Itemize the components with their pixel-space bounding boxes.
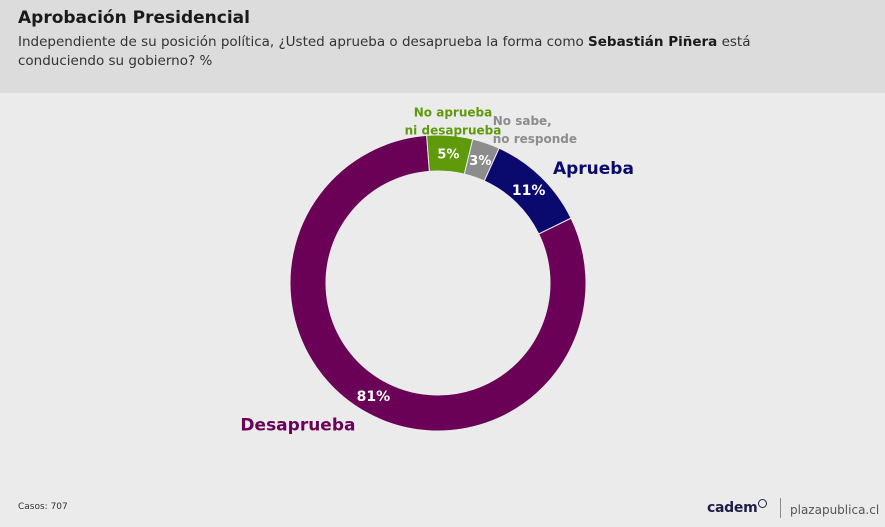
category-label-no-sabe-no-responde: No sabe, no responde (493, 114, 577, 146)
subtitle-highlight: Sebastián Piñera (588, 34, 718, 50)
category-label-aprueba: Aprueba (553, 159, 634, 179)
header-band (0, 0, 885, 93)
subtitle-text: Independiente de su posición política, ¿… (18, 34, 589, 50)
footer-divider (780, 498, 781, 518)
slice-desaprueba (289, 134, 587, 432)
value-label-aprueba: 11% (512, 183, 546, 199)
plazapublica-logo: plazapublica.cl (790, 503, 880, 517)
cases-count: Casos: 707 (18, 502, 68, 512)
chart-title: Aprobación Presidencial (18, 8, 250, 28)
cadem-logo-ring-icon (758, 499, 767, 508)
chart-subtitle: Independiente de su posición política, ¿… (18, 33, 818, 71)
category-label-desaprueba: Desaprueba (240, 416, 355, 436)
value-label-no-sabe-no-responde: 3% (469, 154, 491, 169)
value-label-no-aprueba-ni-desaprueba: 5% (437, 147, 459, 162)
category-label-no-aprueba-ni-desaprueba: No aprueba ni desaprueba (405, 106, 502, 138)
cadem-logo: cadem (707, 500, 758, 516)
donut-chart: 81%Desaprueba 5% No aprueba ni desaprueba 3%… (240, 106, 634, 436)
subtitle-text-end: está conduciendo su gobierno? % (18, 34, 751, 69)
slice-aprueba (483, 147, 572, 235)
value-label-desaprueba: 81% (357, 389, 391, 405)
